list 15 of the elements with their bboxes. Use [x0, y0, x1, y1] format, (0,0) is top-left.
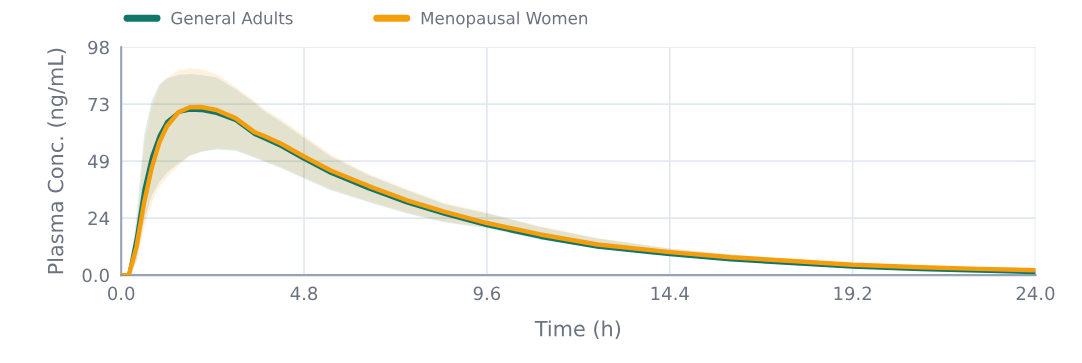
x-tick-label: 24.0: [1016, 286, 1055, 301]
legend-label: Menopausal Women: [421, 11, 588, 28]
y-tick-label: 24: [88, 211, 110, 226]
y-tick-label: 0.0: [82, 268, 109, 283]
y-tick-label: 73: [88, 97, 109, 112]
x-tick-label: 19.2: [834, 286, 871, 301]
x-tick-label: 14.4: [651, 286, 689, 300]
y-tick-label: 49: [87, 154, 109, 169]
y-axis-title: Plasma Conc. (ng/mL): [47, 48, 68, 274]
x-axis-title: Time (h): [534, 320, 621, 339]
y-tick-label: 98: [88, 40, 109, 55]
x-tick-label: 0.0: [108, 286, 135, 301]
x-tick-label: 9.6: [473, 286, 501, 301]
x-tick-label: 4.8: [290, 286, 318, 301]
legend-label: General Adults: [171, 11, 293, 25]
